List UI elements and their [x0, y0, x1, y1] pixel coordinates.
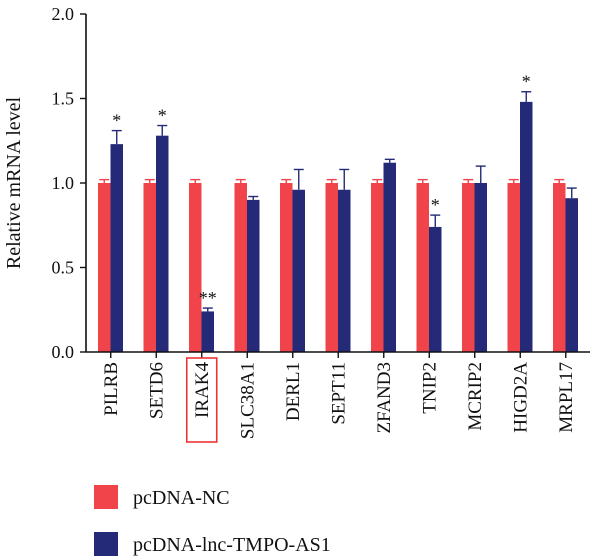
y-tick-label: 1.5	[52, 89, 75, 109]
x-tick-label: SETD6	[146, 362, 167, 419]
bar-pcdna-nc	[234, 183, 247, 352]
bar-pcdna-nc	[416, 183, 429, 352]
bar-pcdna-lnc-tmpo-as1	[429, 226, 442, 352]
bar-pcdna-nc	[280, 183, 293, 352]
legend-label: pcDNA-lnc-TMPO-AS1	[133, 534, 331, 556]
x-tick-label: MCRIP2	[465, 362, 486, 431]
bar-pcdna-lnc-tmpo-as1	[201, 311, 214, 352]
legend-swatch-pcdna-nc	[94, 485, 118, 509]
y-tick-label: 0.5	[52, 258, 75, 278]
x-tick-label: IRAK4	[192, 362, 213, 418]
x-tick-label: TNIP2	[419, 362, 440, 414]
legend-swatch-pcdna-lnc-tmpo-as1	[94, 532, 118, 556]
legend: pcDNA-NC pcDNA-lnc-TMPO-AS1	[94, 485, 331, 556]
bar-pcdna-nc	[98, 183, 111, 352]
y-tick-label: 0.0	[52, 342, 75, 362]
bar-pcdna-lnc-tmpo-as1	[520, 101, 533, 352]
bar-pcdna-nc	[189, 183, 202, 352]
significance-marker: *	[158, 106, 167, 126]
highlight-box	[185, 357, 218, 443]
x-tick-label: ZFAND3	[374, 362, 395, 433]
bar-pcdna-nc	[143, 183, 156, 352]
x-tick-label: DERL1	[283, 362, 304, 421]
bar-pcdna-lnc-tmpo-as1	[247, 199, 260, 352]
x-tick-label: SEPT11	[328, 362, 349, 425]
y-axis-label: Relative mRNA level	[3, 96, 25, 269]
x-tick-label: PILRB	[101, 362, 122, 416]
y-ticks: 0.0 0.5 1.0 1.5 2.0	[52, 4, 86, 362]
x-tick-label: SLC38A1	[237, 362, 258, 439]
bar-pcdna-nc	[371, 183, 384, 352]
x-ticks: PILRB SETD6 IRAK4 SLC38A1 DERL1 SEPT11 ZFAND3 T…	[101, 352, 577, 443]
significance-marker: *	[522, 72, 531, 92]
bar-pcdna-lnc-tmpo-as1	[474, 183, 487, 352]
bar-pcdna-lnc-tmpo-as1	[338, 189, 351, 352]
x-tick-label: MRPL17	[556, 362, 577, 433]
y-tick-label: 1.0	[52, 173, 75, 193]
legend-label: pcDNA-NC	[133, 487, 230, 509]
bar-pcdna-nc	[325, 183, 338, 352]
bar-pcdna-lnc-tmpo-as1	[156, 135, 169, 352]
bar-pcdna-lnc-tmpo-as1	[383, 162, 396, 352]
significance-marker: *	[431, 195, 440, 215]
bar-pcdna-nc	[507, 183, 520, 352]
bar-pcdna-lnc-tmpo-as1	[565, 198, 578, 352]
x-tick-label: HIGD2A	[510, 362, 531, 433]
y-tick-label: 2.0	[52, 4, 75, 24]
bar-pcdna-lnc-tmpo-as1	[292, 189, 305, 352]
bar-pcdna-nc	[553, 183, 566, 352]
bars: * *****	[98, 72, 578, 352]
bar-pcdna-nc	[462, 183, 475, 352]
significance-marker: *	[112, 111, 121, 131]
bar-pcdna-lnc-tmpo-as1	[110, 144, 123, 352]
significance-marker: **	[199, 288, 217, 308]
